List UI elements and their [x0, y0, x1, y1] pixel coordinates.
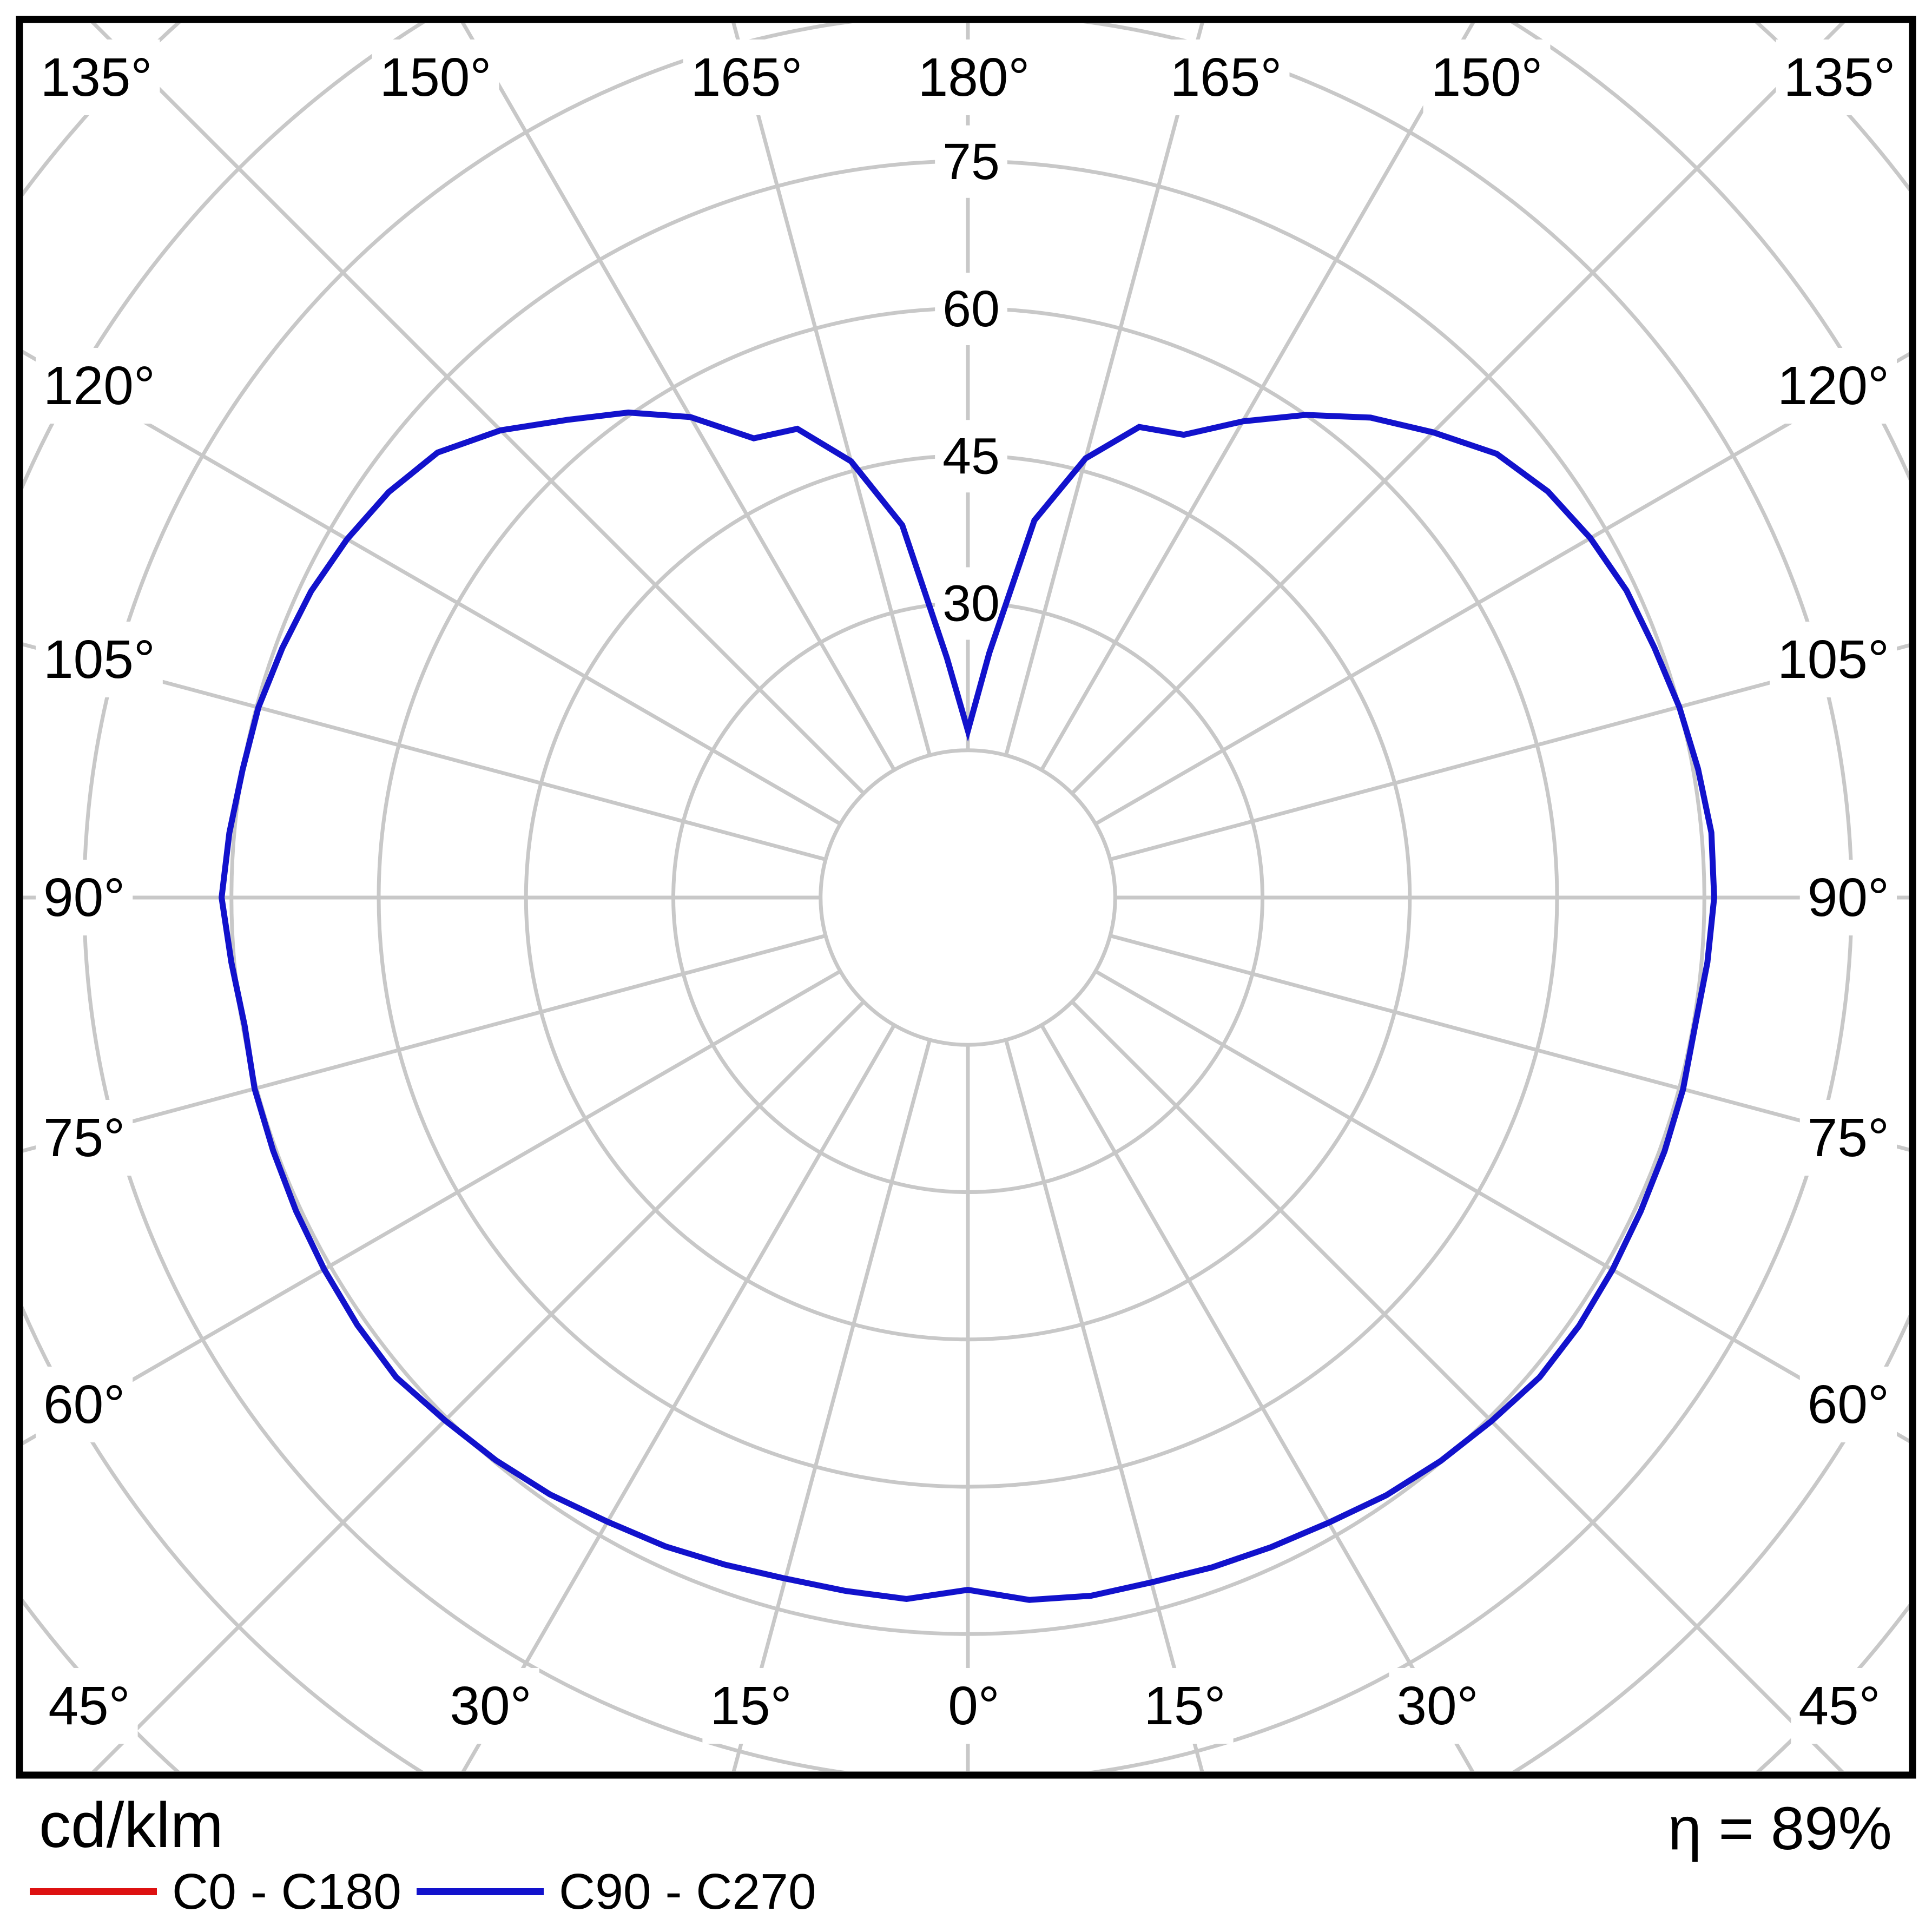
label-mask	[36, 1367, 133, 1442]
label-mask	[702, 1668, 800, 1744]
radial-tick-label: 45	[942, 427, 1000, 485]
grid-spoke	[23, 350, 841, 826]
label-mask	[32, 39, 160, 115]
label-mask	[935, 420, 1007, 493]
label-mask	[1770, 622, 1897, 697]
label-mask	[935, 273, 1007, 345]
grid-spoke	[1040, 23, 1475, 771]
grid-spoke	[1094, 352, 1909, 826]
radial-tick-label: 30	[942, 575, 1000, 632]
grid-spoke	[91, 1000, 865, 1771]
axis-labels: 135° 150° 165° 180° 165° 150° 135° 120° 105° 90° 7…	[32, 39, 1903, 1744]
label-mask	[372, 39, 499, 115]
angle-label-left: 120°	[43, 355, 155, 416]
label-mask	[1770, 348, 1897, 424]
legend-item-c90-c270: C90 - C270	[417, 1863, 816, 1920]
angle-label-right: 90°	[1808, 867, 1889, 928]
label-mask	[1791, 1668, 1888, 1744]
label-mask	[935, 125, 1007, 198]
angle-label-bottom: 30°	[1396, 1676, 1478, 1736]
label-mask	[1389, 1668, 1486, 1744]
angle-label-left: 90°	[43, 867, 125, 928]
units-label: cd/klm	[39, 1790, 223, 1861]
grid-spoke	[461, 1024, 896, 1771]
label-mask	[1776, 39, 1903, 115]
grid-spoke	[1040, 1024, 1475, 1771]
grid-spoke	[1110, 643, 1909, 861]
angle-label-top: 135°	[41, 47, 153, 108]
radial-tick-label: 75	[942, 133, 1000, 190]
grid-spoke	[23, 970, 841, 1446]
label-mask	[36, 622, 163, 697]
legend-label-c0-c180: C0 - C180	[172, 1863, 401, 1920]
grid-spoke	[1094, 970, 1909, 1443]
angle-label-left: 75°	[43, 1107, 125, 1168]
angle-label-top: 135°	[1784, 47, 1896, 108]
label-mask	[1799, 1367, 1897, 1442]
angle-label-left: 105°	[43, 629, 155, 690]
grid-spoke	[1004, 1039, 1204, 1771]
angle-label-bottom: 15°	[710, 1676, 792, 1736]
label-mask	[36, 1100, 133, 1176]
angle-label-top: 150°	[1431, 47, 1543, 108]
label-mask	[1799, 860, 1897, 935]
label-mask	[36, 348, 163, 424]
grid-spoke	[1071, 1000, 1844, 1771]
label-mask	[683, 39, 810, 115]
legend-item-c0-c180: C0 - C180	[30, 1863, 401, 1920]
angle-label-top: 150°	[380, 47, 492, 108]
angle-label-right: 105°	[1777, 629, 1889, 690]
label-mask	[1136, 1668, 1234, 1744]
grid-spoke	[731, 1039, 932, 1771]
chart-footer: cd/klm η = 89% C0 - C180 C90 - C270	[0, 1779, 1932, 1932]
radial-tick-label: 60	[942, 280, 1000, 338]
angle-label-bottom: 45°	[48, 1676, 130, 1736]
grid-spoke	[23, 934, 826, 1153]
efficiency-value: η = 89%	[1667, 1795, 1892, 1862]
angle-label-top: 165°	[691, 47, 803, 108]
angle-label-bottom: 0°	[948, 1676, 1000, 1736]
label-mask	[1799, 1100, 1897, 1176]
polar-chart-svg: 135° 150° 165° 180° 165° 150° 135° 120° 105° 90° 7…	[16, 16, 1916, 1779]
grid-spoke	[23, 642, 826, 861]
angle-label-top: 165°	[1170, 47, 1282, 108]
polar-chart: 135° 150° 165° 180° 165° 150° 135° 120° 105° 90° 7…	[16, 16, 1916, 1779]
angle-label-right: 60°	[1808, 1374, 1889, 1435]
legend-swatch-blue	[417, 1888, 544, 1895]
angle-label-bottom: 45°	[1798, 1676, 1880, 1736]
label-mask	[940, 1668, 1007, 1744]
grid-spoke	[1110, 934, 1909, 1152]
label-mask	[1423, 39, 1551, 115]
angle-label-right: 120°	[1777, 355, 1889, 416]
legend: C0 - C180 C90 - C270	[0, 1779, 1932, 1932]
angle-label-left: 60°	[43, 1374, 125, 1435]
label-mask	[41, 1668, 138, 1744]
curve-c90-c270	[219, 409, 1717, 1603]
angle-label-bottom: 15°	[1144, 1676, 1225, 1736]
angle-label-top: 180°	[918, 47, 1030, 108]
label-mask	[36, 860, 133, 935]
angle-label-bottom: 30°	[450, 1676, 531, 1736]
grid-spoke	[460, 23, 896, 771]
label-mask	[1162, 39, 1290, 115]
legend-label-c90-c270: C90 - C270	[559, 1863, 816, 1920]
legend-swatch-red	[30, 1888, 157, 1895]
angle-label-right: 75°	[1808, 1107, 1889, 1168]
label-mask	[910, 39, 1038, 115]
grid-spoke	[731, 23, 932, 756]
label-mask	[442, 1668, 539, 1744]
grid-spoke	[1004, 23, 1204, 756]
